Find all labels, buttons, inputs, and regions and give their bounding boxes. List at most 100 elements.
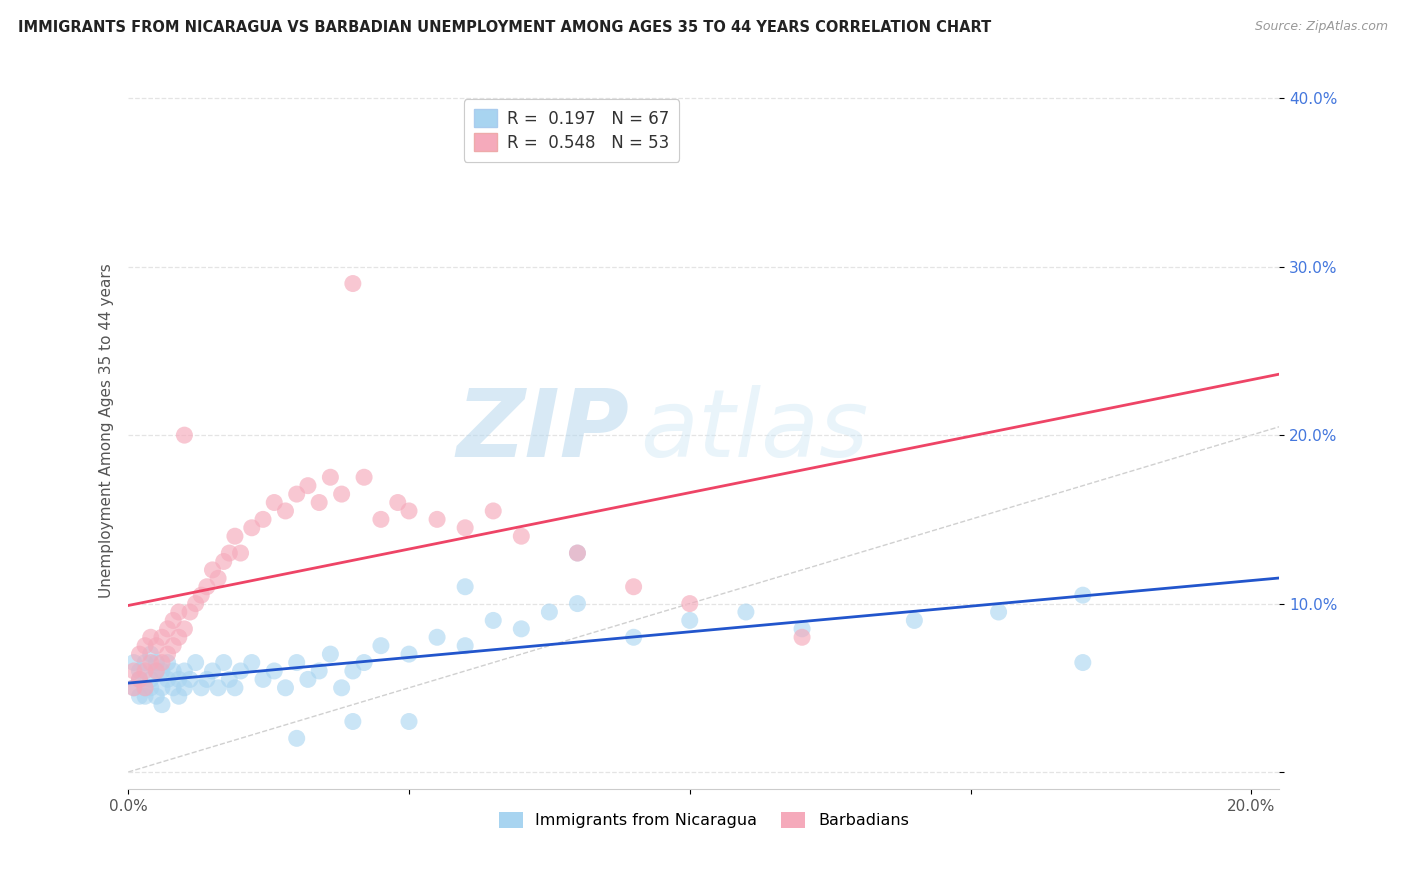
Point: [139, 656, 162, 670]
Point: [297, 478, 319, 492]
Point: [398, 504, 420, 518]
Point: [184, 597, 207, 611]
Point: [128, 673, 150, 687]
Legend: Immigrants from Nicaragua, Barbadians: Immigrants from Nicaragua, Barbadians: [492, 805, 915, 835]
Point: [398, 714, 420, 729]
Point: [134, 664, 156, 678]
Point: [167, 690, 190, 704]
Point: [398, 647, 420, 661]
Point: [623, 580, 645, 594]
Point: [139, 673, 162, 687]
Point: [387, 495, 409, 509]
Point: [987, 605, 1010, 619]
Point: [482, 614, 505, 628]
Point: [212, 656, 235, 670]
Point: [150, 656, 173, 670]
Point: [173, 664, 195, 678]
Point: [156, 622, 179, 636]
Point: [122, 681, 145, 695]
Text: Source: ZipAtlas.com: Source: ZipAtlas.com: [1254, 20, 1388, 33]
Point: [162, 681, 184, 695]
Point: [134, 690, 156, 704]
Point: [263, 495, 285, 509]
Point: [156, 673, 179, 687]
Point: [179, 605, 201, 619]
Point: [139, 647, 162, 661]
Point: [195, 673, 218, 687]
Point: [510, 529, 533, 543]
Point: [150, 681, 173, 695]
Point: [128, 690, 150, 704]
Point: [482, 504, 505, 518]
Point: [319, 647, 342, 661]
Point: [173, 681, 195, 695]
Point: [134, 656, 156, 670]
Point: [139, 630, 162, 644]
Point: [122, 656, 145, 670]
Point: [218, 673, 240, 687]
Point: [207, 681, 229, 695]
Point: [353, 656, 375, 670]
Point: [567, 597, 589, 611]
Point: [679, 614, 702, 628]
Point: [167, 630, 190, 644]
Point: [308, 664, 330, 678]
Text: ZIP: ZIP: [456, 385, 628, 477]
Point: [201, 664, 224, 678]
Point: [122, 681, 145, 695]
Point: [330, 681, 353, 695]
Point: [145, 656, 167, 670]
Point: [319, 470, 342, 484]
Point: [454, 639, 477, 653]
Point: [145, 690, 167, 704]
Point: [179, 673, 201, 687]
Point: [285, 487, 308, 501]
Point: [212, 554, 235, 568]
Point: [167, 605, 190, 619]
Point: [190, 681, 212, 695]
Point: [139, 681, 162, 695]
Point: [370, 639, 392, 653]
Point: [173, 428, 195, 442]
Point: [454, 580, 477, 594]
Point: [330, 487, 353, 501]
Point: [342, 714, 364, 729]
Point: [567, 546, 589, 560]
Point: [285, 731, 308, 746]
Point: [1071, 588, 1094, 602]
Point: [240, 656, 263, 670]
Point: [156, 647, 179, 661]
Point: [538, 605, 561, 619]
Point: [162, 639, 184, 653]
Point: [128, 647, 150, 661]
Point: [162, 664, 184, 678]
Point: [224, 529, 246, 543]
Point: [240, 521, 263, 535]
Point: [274, 504, 297, 518]
Point: [145, 639, 167, 653]
Point: [285, 656, 308, 670]
Point: [167, 673, 190, 687]
Point: [342, 277, 364, 291]
Point: [510, 622, 533, 636]
Point: [790, 622, 813, 636]
Point: [173, 622, 195, 636]
Point: [150, 698, 173, 712]
Point: [162, 614, 184, 628]
Point: [134, 639, 156, 653]
Point: [195, 580, 218, 594]
Point: [252, 673, 274, 687]
Point: [150, 664, 173, 678]
Point: [297, 673, 319, 687]
Point: [134, 681, 156, 695]
Point: [229, 546, 252, 560]
Point: [353, 470, 375, 484]
Point: [1071, 656, 1094, 670]
Point: [623, 630, 645, 644]
Y-axis label: Unemployment Among Ages 35 to 44 years: Unemployment Among Ages 35 to 44 years: [100, 263, 114, 599]
Point: [679, 597, 702, 611]
Point: [122, 664, 145, 678]
Point: [252, 512, 274, 526]
Point: [207, 571, 229, 585]
Point: [224, 681, 246, 695]
